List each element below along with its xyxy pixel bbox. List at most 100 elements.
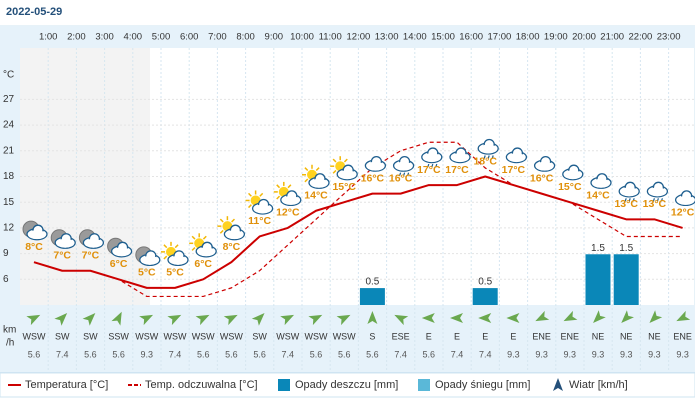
rain-drop (656, 198, 659, 202)
rain-drop (487, 155, 490, 159)
rain-drop (403, 172, 406, 176)
temp-label: 7°C (53, 250, 71, 262)
temp-label: 15°C (558, 181, 582, 193)
wind-speed: 9.3 (507, 349, 520, 359)
temp-label: 5°C (138, 267, 156, 279)
rain-drop (427, 163, 430, 168)
wind-speed: 9.3 (620, 349, 633, 359)
wind-speed: 5.6 (225, 349, 238, 359)
wind-arrow (478, 313, 492, 323)
weather-icon (646, 181, 669, 202)
y-tick-label: 9 (3, 248, 9, 259)
temp-label: 14°C (586, 190, 610, 202)
sun-ray (247, 192, 252, 197)
wind-axis-label: /h (6, 338, 14, 349)
cloud-fill (169, 255, 187, 265)
rain-drop (660, 198, 663, 202)
hour-label: 23:00 (657, 32, 681, 43)
legend-box (0, 372, 695, 398)
rain-drop (628, 198, 631, 202)
wind-direction: NE (620, 331, 633, 341)
wind-axis-label: km (3, 325, 16, 336)
wind-speed: 7.4 (479, 349, 492, 359)
axis-band (0, 48, 20, 305)
wind-arrow (367, 311, 378, 324)
sun-ray (163, 255, 168, 260)
weather-icon (245, 190, 274, 215)
rain-drop (624, 198, 627, 202)
hour-label: 14:00 (403, 32, 427, 43)
wind-direction: SW (252, 331, 267, 341)
precip-label: 0.5 (365, 277, 379, 288)
sun-ray (315, 167, 320, 172)
cloud-fill (28, 230, 46, 240)
hour-label: 22:00 (629, 32, 653, 43)
cloud-fill (620, 187, 639, 197)
wind-direction: ESE (392, 331, 410, 341)
wind-direction: WSW (220, 331, 243, 341)
hour-label: 7:00 (208, 32, 227, 43)
wind-direction: WSW (164, 331, 187, 341)
wind-direction: SW (55, 331, 70, 341)
hour-label: 6:00 (180, 32, 199, 43)
sun-ray (332, 169, 337, 174)
weather-icon (302, 164, 330, 189)
legend-label: Wiatr [km/h] (569, 379, 628, 391)
temp-label: 5°C (166, 267, 184, 279)
wind-speed: 9.3 (592, 349, 605, 359)
precip-label: 1.5 (591, 243, 605, 254)
hour-label: 5:00 (152, 32, 171, 43)
sun-ray (163, 244, 168, 249)
hour-label: 10:00 (290, 32, 314, 43)
wind-arrow (223, 314, 238, 326)
legend-label: Opady deszczu [mm] (295, 379, 398, 391)
cloud-fill (84, 238, 103, 248)
hour-label: 1:00 (39, 32, 58, 43)
cloud-fill (281, 195, 300, 205)
cloud-fill (112, 247, 131, 257)
feels-like-line (33, 141, 683, 298)
hour-band (0, 26, 695, 48)
wind-speed: 5.6 (112, 349, 125, 359)
legend-label: Temp. odczuwalna [°C] (145, 379, 258, 391)
wind-direction: SSW (108, 331, 129, 341)
wind-direction: ENE (532, 331, 551, 341)
cloud-fill (422, 153, 441, 163)
temp-label: 6°C (194, 258, 212, 270)
wind-arrow (535, 310, 550, 322)
wind-speed: 9.3 (676, 349, 689, 359)
temp-label: 12°C (671, 207, 695, 219)
weather-icon (421, 147, 443, 168)
y-tick-label: 27 (3, 94, 15, 105)
weather-icon (392, 155, 415, 176)
temp-label: 14°C (304, 190, 328, 202)
cloud-fill (310, 178, 328, 188)
y-axis-label: °C (3, 70, 14, 81)
weather-icon (217, 216, 246, 241)
temp-label: 11°C (248, 215, 271, 227)
cloud-fill (563, 170, 582, 180)
wind-direction: ENE (561, 331, 580, 341)
legend-swatch (418, 379, 430, 391)
wind-direction: E (454, 331, 460, 341)
cloud-fill (253, 204, 272, 214)
wind-direction: WSW (135, 331, 158, 341)
wind-direction: WSW (192, 331, 215, 341)
weather-icon (273, 181, 302, 207)
legend-swatch (553, 378, 563, 391)
sun-ray (219, 229, 224, 234)
wind-speed: 9.3 (535, 349, 548, 359)
weather-icon (449, 147, 471, 164)
weather-icon (161, 241, 189, 267)
weather-icon (78, 229, 105, 249)
cloud-fill (366, 161, 385, 171)
wind-arrow (54, 313, 68, 326)
wind-arrow (593, 310, 606, 323)
wind-arrow (336, 314, 351, 326)
weather-icon (135, 246, 161, 267)
rain-drop (632, 198, 635, 202)
wind-speed: 5.6 (366, 349, 379, 359)
temp-label: 7°C (82, 250, 100, 262)
hour-label: 16:00 (459, 32, 483, 43)
sun-ray (276, 195, 281, 200)
